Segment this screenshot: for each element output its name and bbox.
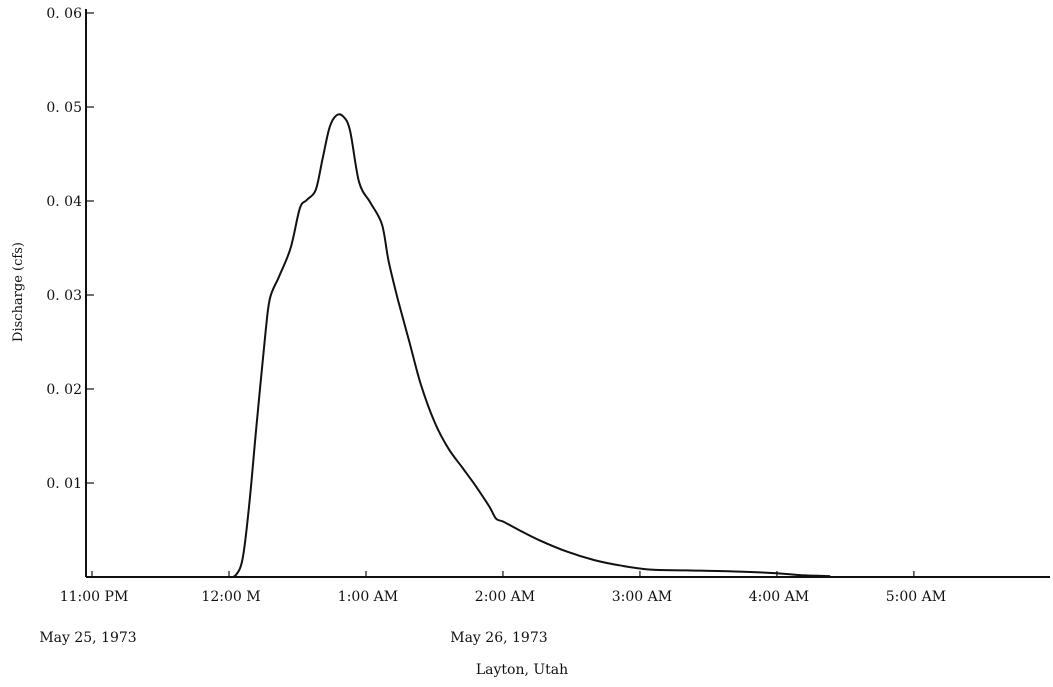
x-tick-labels: 11:00 PM 12:00 M 1:00 AM 2:00 AM 3:00 AM 4:00… (60, 589, 946, 605)
x-tick-label: 4:00 AM (749, 589, 809, 605)
date-label: May 26, 1973 (450, 630, 547, 646)
x-tick-label: 5:00 AM (886, 589, 946, 605)
y-tick-labels: 0. 01 0. 02 0. 03 0. 04 0. 05 0. 06 (46, 6, 82, 492)
y-tick-label: 0. 05 (46, 100, 82, 116)
x-tick-label: 2:00 AM (475, 589, 535, 605)
discharge-series-line (228, 113, 831, 579)
y-axis-title: Discharge (cfs) (11, 242, 26, 342)
x-tick-label: 11:00 PM (60, 589, 129, 605)
series-layer (228, 113, 831, 579)
y-tick-label: 0. 02 (46, 382, 82, 398)
y-tick-label: 0. 04 (46, 194, 82, 210)
captions: May 25, 1973 May 26, 1973 (39, 630, 547, 646)
location-caption: Layton, Utah (476, 662, 568, 678)
y-tick-label: 0. 06 (46, 6, 82, 22)
x-tick-label: 12:00 M (201, 589, 260, 605)
y-tick-label: 0. 01 (46, 476, 82, 492)
date-label: May 25, 1973 (39, 630, 136, 646)
y-tick-marks (86, 12, 94, 484)
x-tick-label: 3:00 AM (612, 589, 672, 605)
y-tick-label: 0. 03 (46, 288, 82, 304)
x-tick-label: 1:00 AM (338, 589, 398, 605)
